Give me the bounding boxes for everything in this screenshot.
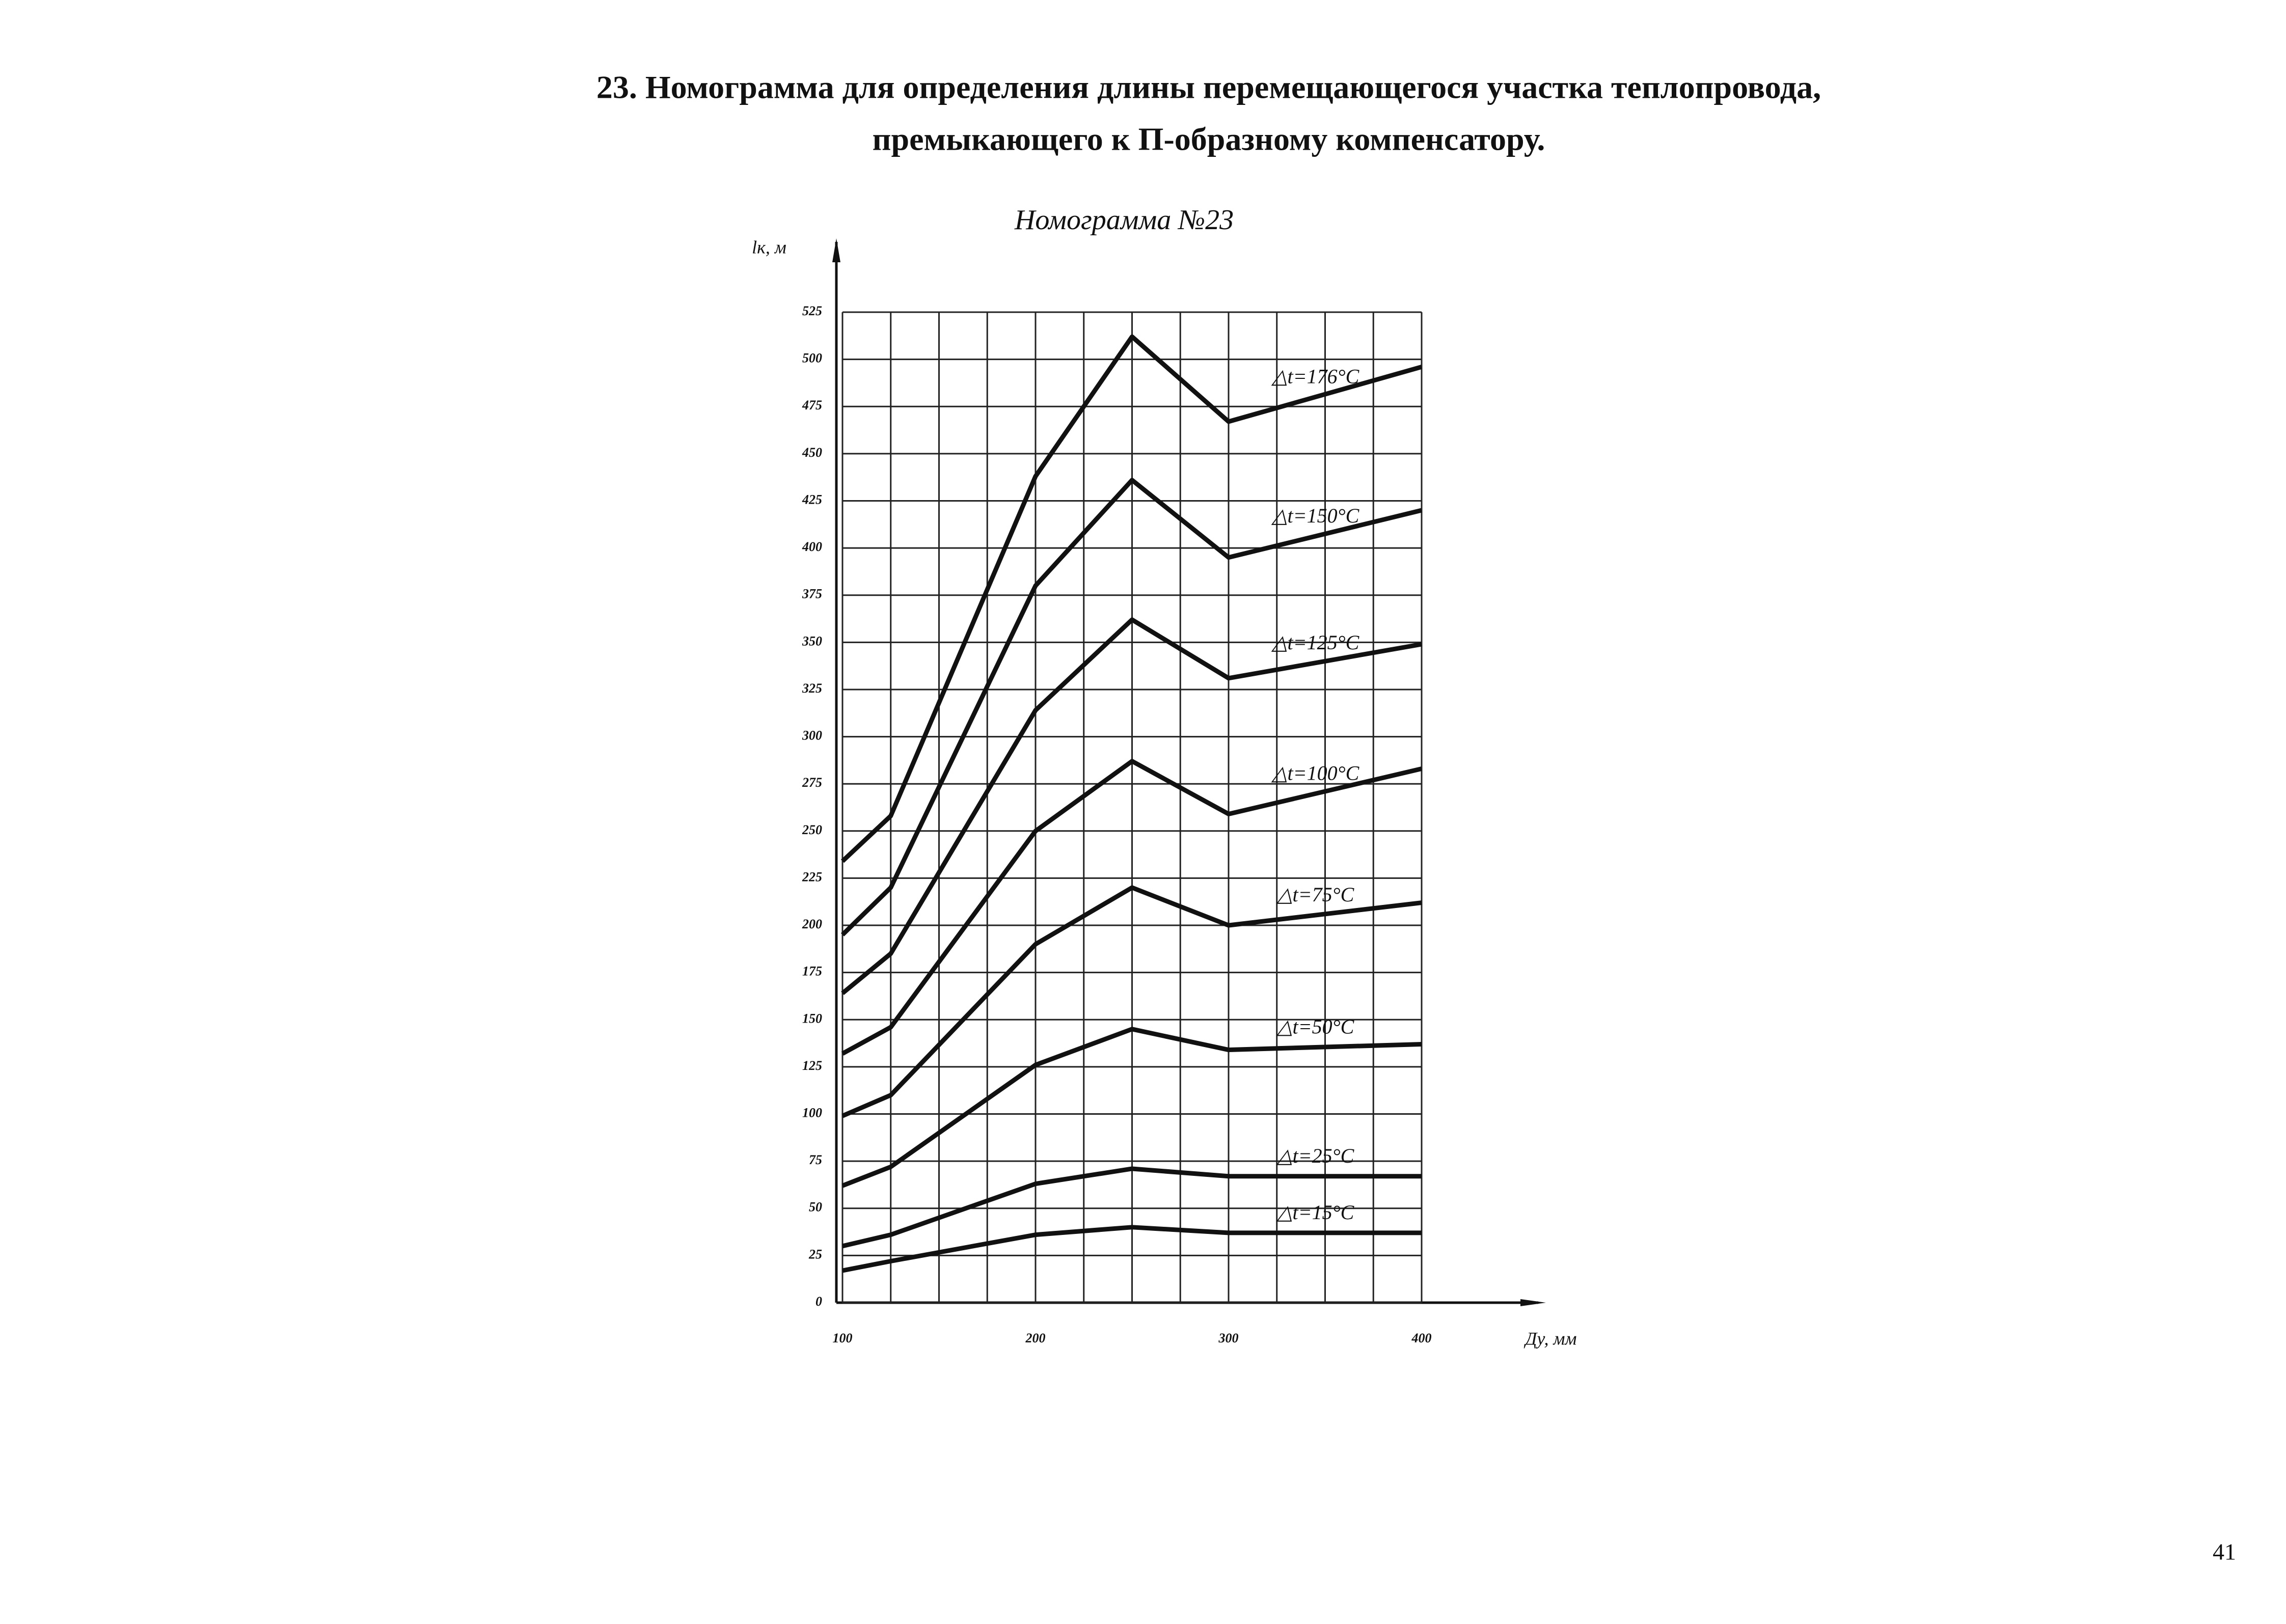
- y-tick-label: 450: [802, 445, 822, 460]
- y-tick-label: 325: [802, 681, 822, 696]
- x-tick-label: 400: [1411, 1331, 1432, 1345]
- series-label: △t=176°C: [1271, 365, 1360, 388]
- y-tick-label: 0: [815, 1294, 822, 1309]
- y-arrow: [832, 238, 840, 262]
- x-tick-label: 200: [1025, 1331, 1046, 1345]
- title-line: премыкающего к П-образному компенсатору.: [873, 121, 1545, 157]
- y-tick-label: 125: [802, 1058, 822, 1073]
- y-tick-label: 350: [802, 634, 822, 648]
- y-tick-label: 300: [802, 728, 822, 743]
- series-label: △t=100°C: [1271, 762, 1360, 785]
- y-tick-label: 375: [802, 587, 822, 601]
- x-arrow: [1520, 1299, 1546, 1306]
- series-label: △t=50°C: [1276, 1015, 1355, 1038]
- y-tick-label: 50: [809, 1200, 822, 1215]
- title-line: 23. Номограмма для определения длины пер…: [596, 69, 1821, 105]
- series-line: [840, 478, 1423, 937]
- series-label: △t=125°C: [1271, 631, 1360, 654]
- page-number: 41: [2213, 1539, 2236, 1565]
- y-tick-label: 25: [808, 1247, 822, 1261]
- x-axis-label: Ду, мм: [1523, 1328, 1576, 1348]
- y-tick-label: 175: [802, 964, 822, 979]
- series-line: [841, 1166, 1422, 1249]
- y-tick-label: 425: [802, 492, 822, 507]
- series-line: [841, 885, 1422, 1118]
- series-line: [840, 334, 1423, 863]
- y-tick-label: 100: [802, 1105, 822, 1120]
- series-label: △t=25°C: [1276, 1144, 1355, 1167]
- series-line: [841, 759, 1423, 1056]
- y-tick-label: 475: [802, 398, 822, 412]
- series-line: [842, 1225, 1422, 1273]
- series-label: △t=150°C: [1271, 504, 1360, 527]
- x-tick-label: 100: [833, 1331, 853, 1345]
- series-label: △t=75°C: [1276, 883, 1355, 906]
- y-tick-label: 150: [802, 1011, 822, 1026]
- y-tick-label: 400: [802, 539, 822, 554]
- x-tick-label: 300: [1218, 1331, 1239, 1345]
- chart-title: Номограмма №23: [1014, 204, 1234, 236]
- y-tick-label: 225: [802, 869, 822, 884]
- y-tick-label: 500: [802, 351, 822, 366]
- series-line: [841, 617, 1422, 995]
- y-tick-label: 75: [809, 1152, 822, 1167]
- y-tick-label: 250: [802, 822, 822, 837]
- y-tick-label: 275: [802, 775, 822, 790]
- y-tick-label: 200: [802, 917, 822, 931]
- y-tick-label: 525: [802, 304, 822, 318]
- series-label: △t=15°C: [1276, 1201, 1355, 1224]
- y-axis-label: lк, м: [752, 237, 786, 257]
- series-line: [841, 1027, 1422, 1188]
